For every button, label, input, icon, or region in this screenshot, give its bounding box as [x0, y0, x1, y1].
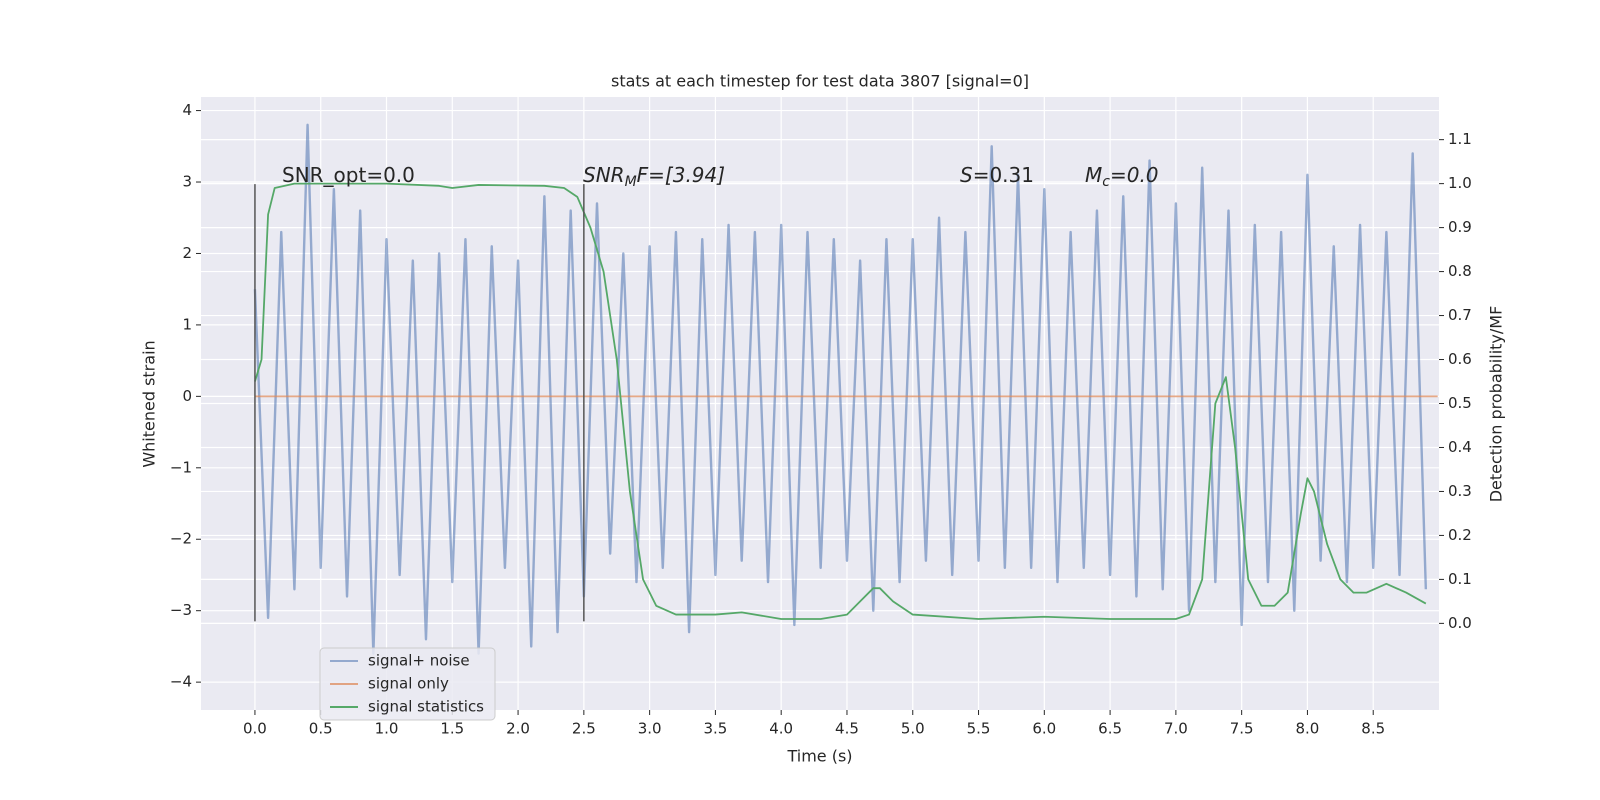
- y-tick-label: 2: [182, 244, 192, 262]
- x-tick-label: 8.5: [1361, 720, 1385, 738]
- x-tick-label: 1.0: [375, 720, 399, 738]
- y-tick-label: −3: [170, 601, 192, 619]
- x-tick-label: 4.5: [835, 720, 859, 738]
- y2-tick-label: 0.2: [1448, 526, 1472, 544]
- y-tick-label: 0: [182, 387, 192, 405]
- annotation: S=0.31: [960, 163, 1034, 187]
- y-axis-label: Whitened strain: [140, 340, 159, 467]
- y2-tick-label: 1.1: [1448, 130, 1472, 148]
- annotation-rest: F=[3.94]: [637, 163, 725, 187]
- legend-box: [319, 647, 496, 721]
- annotation: Mc=0.0: [1085, 163, 1159, 191]
- annotation-sub: M: [625, 174, 637, 190]
- y-tick-label: −4: [170, 673, 192, 691]
- legend-label: signal statistics: [368, 698, 484, 716]
- series-line: [254, 182, 1427, 620]
- x-tick-label: 0.0: [243, 720, 267, 738]
- y2-tick-label: 0.5: [1448, 394, 1472, 412]
- annotation-text: SNR_opt=0.0: [282, 163, 415, 187]
- annotation-rest: =0.31: [973, 163, 1034, 187]
- x-tick-label: 0.5: [309, 720, 333, 738]
- x-tick-label: 7.5: [1230, 720, 1254, 738]
- x-tick-label: 2.5: [572, 720, 596, 738]
- x-tick-label: 3.5: [703, 720, 727, 738]
- x-axis-label: Time (s): [786, 747, 852, 766]
- x-tick-label: 5.0: [901, 720, 925, 738]
- annotation-sub: c: [1102, 174, 1110, 190]
- x-tick-label: 2.0: [506, 720, 530, 738]
- y-tick-label: 3: [182, 173, 192, 191]
- y2-tick-label: 0.9: [1448, 218, 1472, 236]
- y-tick-label: −2: [170, 530, 192, 548]
- x-tick-label: 4.0: [769, 720, 793, 738]
- y-tick-label: 1: [182, 315, 192, 333]
- x-tick-label: 8.0: [1296, 720, 1320, 738]
- annotation: SNR_opt=0.0: [282, 163, 415, 187]
- x-tick-label: 6.0: [1032, 720, 1056, 738]
- y-tick-label: −1: [170, 458, 192, 476]
- annotation-main: M: [1085, 163, 1102, 187]
- x-tick-label: 1.5: [440, 720, 464, 738]
- legend-label: signal+ noise: [368, 652, 470, 670]
- marks: [253, 123, 1438, 655]
- annotation: SNRMF=[3.94]: [583, 163, 725, 191]
- y2-tick-label: 0.3: [1448, 482, 1472, 500]
- y2-tick-label: 0.4: [1448, 438, 1472, 456]
- y2-tick-label: 0.7: [1448, 306, 1472, 324]
- y-tick-label: 4: [182, 101, 192, 119]
- y2-tick-label: 0.6: [1448, 350, 1472, 368]
- y2-tick-label: 0.0: [1448, 614, 1472, 632]
- x-tick-label: 7.0: [1164, 720, 1188, 738]
- y2-axis-label: Detection probability/MF: [1487, 306, 1506, 503]
- series-line: [253, 123, 1428, 655]
- y2-tick-label: 0.1: [1448, 570, 1472, 588]
- labels: 0.0 0.5 1.0 1.5 2.0 2.5 3.0 3.5 4.0 4.5 5.0 5.5 6.0 6…: [170, 101, 1472, 737]
- annotation-main: S: [960, 163, 973, 187]
- y2-tick-label: 0.8: [1448, 262, 1472, 280]
- legend-label: signal only: [368, 675, 449, 693]
- y2-tick-label: 1.0: [1448, 174, 1472, 192]
- annotation-main: SNR: [583, 163, 625, 187]
- annotation-rest: =0.0: [1110, 163, 1159, 187]
- x-tick-label: 3.0: [638, 720, 662, 738]
- x-tick-label: 6.5: [1098, 720, 1122, 738]
- x-tick-label: 5.5: [967, 720, 991, 738]
- chart-title: stats at each timestep for test data 380…: [611, 72, 1029, 91]
